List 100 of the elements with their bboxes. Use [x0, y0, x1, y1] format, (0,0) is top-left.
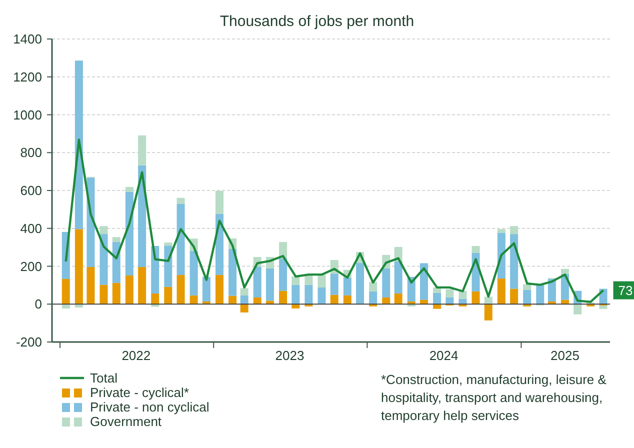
- bar: [125, 186, 134, 192]
- bar: [292, 284, 300, 304]
- bar: [190, 250, 198, 296]
- bar: [74, 60, 83, 230]
- bar: [202, 276, 210, 302]
- bar: [176, 204, 185, 275]
- bar: [112, 237, 120, 242]
- bar: [138, 135, 146, 166]
- legend-label: Total: [90, 370, 118, 386]
- bar: [458, 290, 467, 299]
- bar: [138, 267, 146, 304]
- bar: [318, 287, 326, 304]
- bar: [548, 278, 556, 302]
- bar: [343, 278, 352, 296]
- bar: [292, 276, 300, 285]
- bar: [240, 288, 248, 296]
- bar: [74, 229, 83, 304]
- bar: [304, 275, 313, 285]
- bar: [510, 234, 518, 289]
- bar: [484, 296, 492, 304]
- bar: [369, 282, 378, 292]
- bar: [497, 229, 506, 233]
- bar: [253, 266, 262, 298]
- x-tick-label: 2022: [122, 348, 151, 363]
- bar: [472, 246, 480, 253]
- bar: [382, 268, 390, 298]
- bar: [62, 304, 70, 308]
- bar: [330, 294, 338, 304]
- bar: [292, 304, 300, 308]
- bar: [176, 274, 185, 304]
- y-tick-label: 600: [20, 183, 42, 198]
- bar: [279, 258, 288, 291]
- bar: [472, 291, 480, 304]
- x-tick-label: 2023: [275, 348, 304, 363]
- bar: [279, 290, 288, 304]
- line-series: [64, 138, 604, 303]
- bar: [433, 304, 442, 309]
- bar: [523, 284, 532, 290]
- bar: [523, 290, 532, 304]
- bar: [100, 234, 108, 285]
- bar: [446, 289, 454, 298]
- bar: [433, 292, 442, 304]
- bar: [100, 284, 108, 304]
- bar: [356, 262, 364, 304]
- bar: [164, 242, 172, 246]
- bar: [112, 282, 120, 304]
- bar: [100, 226, 108, 234]
- bar: [343, 295, 352, 304]
- bar: [151, 246, 160, 294]
- x-tick-label: 2024: [429, 348, 458, 363]
- x-tick-label: 2025: [550, 348, 580, 363]
- bar: [382, 297, 390, 304]
- bar: [164, 286, 172, 304]
- bar: [304, 284, 313, 304]
- bar: [215, 274, 224, 304]
- bar: [510, 288, 518, 304]
- bar: [190, 295, 198, 304]
- bar: [369, 291, 378, 304]
- chart-subtitle: Thousands of jobs per month: [220, 13, 414, 30]
- legend-label: Private - cyclical*: [90, 385, 189, 400]
- bar: [510, 226, 518, 234]
- bar: [228, 296, 237, 304]
- bar: [446, 297, 454, 304]
- bar: [176, 198, 185, 204]
- y-tick-label: -200: [16, 334, 42, 350]
- bar: [394, 262, 402, 294]
- bar: [86, 267, 95, 304]
- bar: [253, 297, 262, 304]
- bar: [330, 274, 338, 295]
- legend-label: Government: [90, 414, 162, 430]
- bar: [215, 190, 224, 214]
- bar: [240, 304, 248, 312]
- annotation: 73: [618, 282, 633, 298]
- bar: [125, 192, 134, 276]
- bar: [560, 268, 569, 274]
- y-tick-label: 800: [20, 145, 42, 160]
- bar: [484, 304, 492, 320]
- y-tick-label: 400: [20, 220, 42, 236]
- y-tick-label: 200: [20, 258, 42, 274]
- bar: [151, 294, 160, 304]
- bar: [574, 304, 582, 314]
- y-tick-label: 1200: [13, 69, 42, 84]
- y-tick-label: 0: [34, 296, 42, 312]
- bar: [125, 276, 134, 304]
- bar: [151, 304, 160, 307]
- bar: [318, 274, 326, 288]
- bar: [164, 246, 172, 287]
- y-tick-label: 1400: [13, 32, 42, 47]
- text: *Construction, manufacturing, leisure & hospitality, transport and warehousing, temporary help services: [381, 372, 607, 423]
- bar: [240, 295, 248, 304]
- bar: [394, 294, 402, 304]
- legend-label: Private - non cyclical: [90, 400, 210, 415]
- bar: [420, 263, 428, 300]
- bar: [266, 268, 274, 301]
- bar: [497, 278, 506, 304]
- bar: [228, 249, 237, 296]
- y-tick-label: 1000: [13, 107, 42, 122]
- bar: [536, 284, 544, 304]
- bar: [62, 278, 70, 304]
- bar: [599, 305, 608, 309]
